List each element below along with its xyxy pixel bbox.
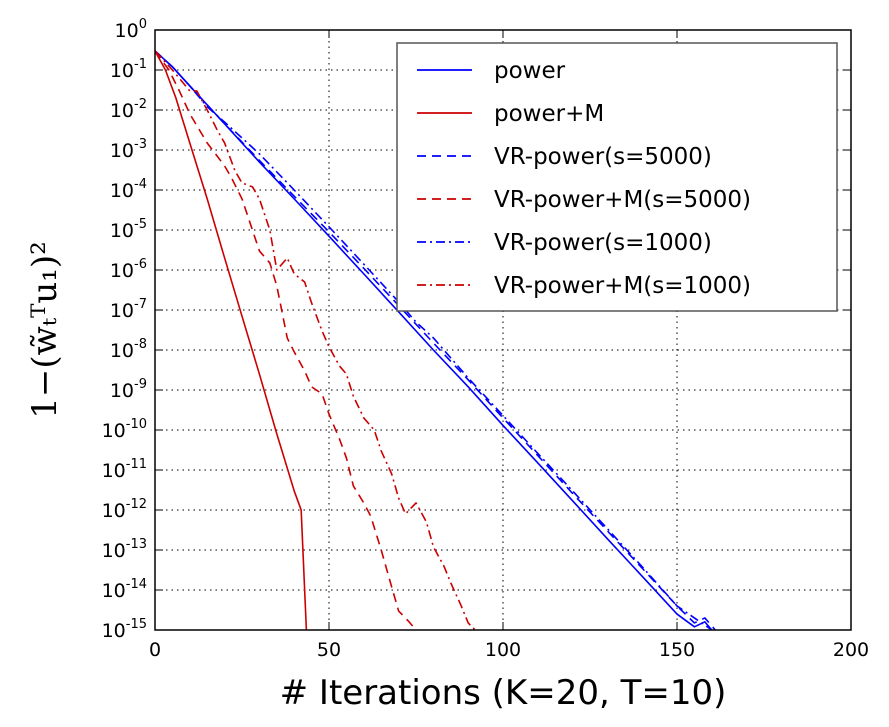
y-tick-base: 10 — [110, 140, 134, 162]
y-tick-base: 10 — [110, 100, 134, 122]
y-tick-exponent: -5 — [134, 217, 147, 232]
y-tick-label: 10-3 — [110, 137, 147, 162]
y-tick-exponent: -2 — [134, 97, 147, 112]
y-tick-exponent: 0 — [139, 17, 147, 32]
legend-label-0: power — [494, 58, 566, 84]
y-tick-label: 10-10 — [102, 417, 147, 442]
y-tick-exponent: -14 — [126, 577, 147, 592]
y-tick-exponent: -11 — [126, 457, 147, 472]
y-tick-base: 10 — [110, 180, 134, 202]
y-tick-base: 10 — [102, 620, 126, 642]
y-tick-base: 10 — [110, 300, 134, 322]
y-tick-label: 10-13 — [102, 537, 147, 562]
y-tick-base: 10 — [102, 460, 126, 482]
series-line-2 — [155, 50, 716, 630]
y-tick-exponent: -15 — [126, 617, 147, 632]
x-tick-label: 150 — [659, 639, 695, 661]
series-line-5 — [155, 50, 476, 630]
y-tick-base: 10 — [102, 500, 126, 522]
axis-ticks: 0 50 100 150 20010010-110-210-310-410-510-61… — [102, 17, 870, 661]
y-tick-base: 10 — [115, 20, 139, 42]
y-tick-base: 10 — [102, 420, 126, 442]
y-tick-exponent: -9 — [134, 377, 147, 392]
legend-label-3: VR-power+M(s=5000) — [494, 187, 751, 213]
y-axis-label: 1−(w̃ₜᵀu₁)² — [25, 241, 65, 419]
y-tick-base: 10 — [110, 260, 134, 282]
legend-label-2: VR-power(s=5000) — [494, 144, 712, 170]
legend-label-1: power+M — [494, 101, 604, 127]
x-tick-label: 100 — [485, 639, 521, 661]
x-axis-label: # Iterations (K=20, T=10) — [280, 673, 727, 713]
legend-box — [396, 42, 838, 312]
series-lines — [155, 50, 716, 630]
y-tick-label: 10-6 — [110, 257, 147, 282]
y-tick-label: 10-7 — [110, 297, 147, 322]
y-tick-base: 10 — [110, 380, 134, 402]
y-tick-exponent: -13 — [126, 537, 147, 552]
y-tick-exponent: -10 — [126, 417, 147, 432]
y-tick-label: 10-9 — [110, 377, 147, 402]
y-tick-label: 10-11 — [102, 457, 147, 482]
y-tick-exponent: -6 — [134, 257, 147, 272]
y-tick-label: 100 — [115, 17, 147, 42]
y-tick-exponent: -4 — [134, 177, 147, 192]
y-tick-label: 10-1 — [110, 57, 147, 82]
y-tick-base: 10 — [102, 540, 126, 562]
x-tick-label: 200 — [833, 639, 869, 661]
y-tick-exponent: -1 — [134, 57, 147, 72]
y-tick-base: 10 — [110, 340, 134, 362]
legend-label-4: VR-power(s=1000) — [494, 230, 712, 256]
y-tick-label: 10-2 — [110, 97, 147, 122]
y-tick-label: 10-14 — [102, 577, 147, 602]
y-tick-label: 10-8 — [110, 337, 147, 362]
series-line-4 — [155, 50, 713, 630]
y-tick-base: 10 — [110, 220, 134, 242]
x-tick-label: 0 — [149, 639, 161, 661]
series-line-1 — [155, 50, 308, 630]
y-tick-exponent: -12 — [126, 497, 147, 512]
y-tick-label: 10-12 — [102, 497, 147, 522]
y-tick-label: 10-4 — [110, 177, 147, 202]
y-tick-label: 10-15 — [102, 617, 147, 642]
y-tick-exponent: -7 — [134, 297, 147, 312]
x-tick-label: 50 — [317, 639, 341, 661]
legend: power power+M VR-power(s=5000) VR-power+M(s… — [396, 42, 838, 312]
y-tick-exponent: -8 — [134, 337, 147, 352]
y-tick-label: 10-5 — [110, 217, 147, 242]
y-tick-base: 10 — [102, 580, 126, 602]
series-line-3 — [155, 50, 417, 630]
legend-label-5: VR-power+M(s=1000) — [494, 273, 751, 299]
y-tick-base: 10 — [110, 60, 134, 82]
y-tick-exponent: -3 — [134, 137, 147, 152]
